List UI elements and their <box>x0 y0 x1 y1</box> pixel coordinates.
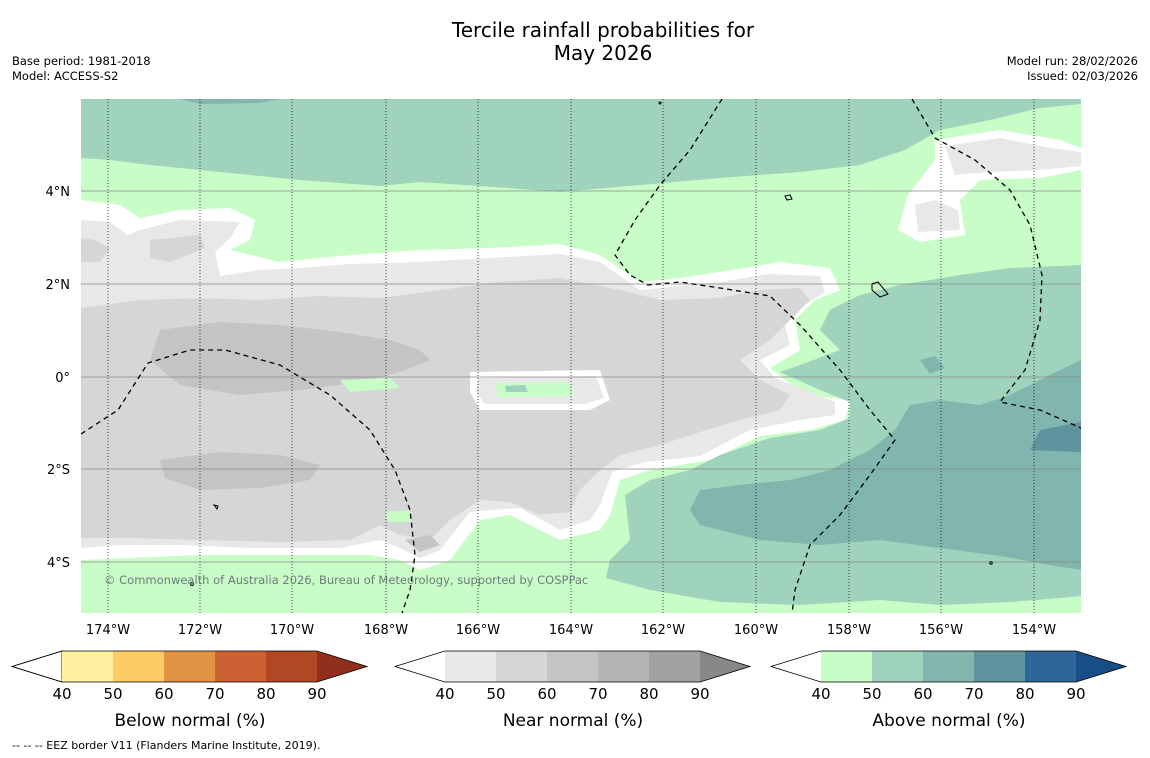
colorbar-tick: 60 <box>913 685 932 703</box>
colorbar-label: Below normal (%) <box>115 711 266 731</box>
colorbar-tick: 50 <box>862 685 881 703</box>
lon-label: 170°W <box>270 623 314 638</box>
lat-label: 2°N <box>46 278 71 293</box>
issued-date: Issued: 02/03/2026 <box>1027 69 1138 83</box>
colorbar-tick: 70 <box>964 685 983 703</box>
colorbar-outline <box>393 650 752 683</box>
colorbar-swatch <box>872 651 923 682</box>
model-run: Model run: 28/02/2026 <box>1006 54 1138 68</box>
region-above-60-north <box>180 99 280 104</box>
copyright-text: © Commonwealth of Australia 2026, Bureau… <box>104 573 588 587</box>
lat-label: 4°S <box>47 556 70 571</box>
colorbar-swatch <box>62 651 113 682</box>
colorbar-outline <box>10 650 369 683</box>
islands <box>190 101 993 586</box>
lon-label: 162°W <box>641 623 685 638</box>
colorbar-tick: 80 <box>1015 685 1034 703</box>
colorbar-swatch <box>496 651 547 682</box>
lon-label: 154°W <box>1012 623 1056 638</box>
colorbar-extend-high <box>700 651 750 682</box>
colorbar-extend-low <box>395 651 445 682</box>
base-period: Base period: 1981-2018 <box>12 54 151 68</box>
colorbar-label: Near normal (%) <box>503 711 643 731</box>
lon-label: 164°W <box>549 623 593 638</box>
eez-border-central <box>614 99 896 613</box>
colorbar-tick: 80 <box>256 685 275 703</box>
colorbar-swatch <box>547 651 598 682</box>
meta-right: Model run: 28/02/2026 Issued: 02/03/2026 <box>1007 54 1138 84</box>
island <box>784 194 793 201</box>
eez-borders <box>81 99 1081 613</box>
colorbar-outline <box>769 650 1128 683</box>
lon-label: 174°W <box>86 623 130 638</box>
lon-label: 168°W <box>364 623 408 638</box>
lon-label: 158°W <box>827 623 871 638</box>
eez-border-east <box>911 99 1081 429</box>
title-line-1: Tercile rainfall probabilities for <box>451 18 755 42</box>
lon-axis-labels: 174°W 172°W 170°W 168°W 166°W 164°W 162°… <box>86 623 1056 638</box>
colorbar-tick: 40 <box>811 685 830 703</box>
colorbar-below-normal: 40 50 60 70 80 90 Below normal (%) <box>10 650 369 731</box>
lat-label: 4°N <box>46 185 71 200</box>
island <box>871 281 889 298</box>
lat-label: 0° <box>55 371 70 386</box>
colorbar-tick: 90 <box>1066 685 1085 703</box>
colorbar-tick: 90 <box>690 685 709 703</box>
colorbar-swatch <box>598 651 649 682</box>
region-near-40-ne <box>915 138 1081 232</box>
colorbar-tick: 40 <box>435 685 454 703</box>
colorbar-swatch <box>649 651 700 682</box>
region-above-50-inner <box>505 385 528 392</box>
eez-border-west <box>81 349 416 613</box>
colorbar-tick: 70 <box>588 685 607 703</box>
island <box>989 561 993 565</box>
lat-label: 2°S <box>47 463 70 478</box>
colorbar-tick: 50 <box>486 685 505 703</box>
colorbar-tick: 60 <box>154 685 173 703</box>
model-name: Model: ACCESS-S2 <box>12 69 119 83</box>
colorbar-swatch <box>821 651 872 682</box>
region-above-50-north <box>81 99 1081 192</box>
colorbar-label: Above normal (%) <box>872 711 1025 731</box>
colorbar-swatch <box>923 651 974 682</box>
lon-label: 172°W <box>178 623 222 638</box>
lon-label: 166°W <box>456 623 500 638</box>
colorbar-tick: 50 <box>103 685 122 703</box>
colorbar-extend-high <box>1076 651 1126 682</box>
lon-label: 156°W <box>919 623 963 638</box>
colorbar-extend-low <box>771 651 821 682</box>
colorbar-above-normal: 40 50 60 70 80 90 Above normal (%) <box>769 650 1128 731</box>
colorbar-extend-low <box>10 650 63 683</box>
colorbar-extend-high <box>317 651 367 682</box>
colorbar-tick: 40 <box>52 685 71 703</box>
lat-gridlines <box>81 190 1081 563</box>
colorbar-swatch <box>113 651 164 682</box>
colorbar-tick: 70 <box>205 685 224 703</box>
island <box>658 101 662 105</box>
island <box>190 582 194 586</box>
map-panel: © Commonwealth of Australia 2026, Bureau… <box>81 99 1081 613</box>
island <box>212 504 219 511</box>
meta-left: Base period: 1981-2018 Model: ACCESS-S2 <box>12 54 151 84</box>
region-above-60-east <box>690 356 1081 570</box>
page-title: Tercile rainfall probabilities for May 2… <box>0 19 1150 65</box>
colorbar-swatch <box>215 651 266 682</box>
colorbar-tick: 60 <box>537 685 556 703</box>
colorbar-swatch <box>266 651 317 682</box>
colorbar-swatch <box>445 651 496 682</box>
colorbar-swatch <box>1025 651 1076 682</box>
lat-axis-labels: 4°N 2°N 0° 2°S 4°S <box>46 185 71 571</box>
colorbar-swatch <box>164 651 215 682</box>
lon-label: 160°W <box>734 623 778 638</box>
title-line-2: May 2026 <box>553 41 653 65</box>
colorbar-tick: 90 <box>307 685 326 703</box>
colorbar-swatch <box>974 651 1025 682</box>
region-above-70-east <box>1030 422 1081 452</box>
eez-footnote: -- -- -- EEZ border V11 (Flanders Marine… <box>12 739 321 752</box>
colorbar-near-normal: 40 50 60 70 80 90 Near normal (%) <box>393 650 752 731</box>
colorbar-tick: 80 <box>639 685 658 703</box>
